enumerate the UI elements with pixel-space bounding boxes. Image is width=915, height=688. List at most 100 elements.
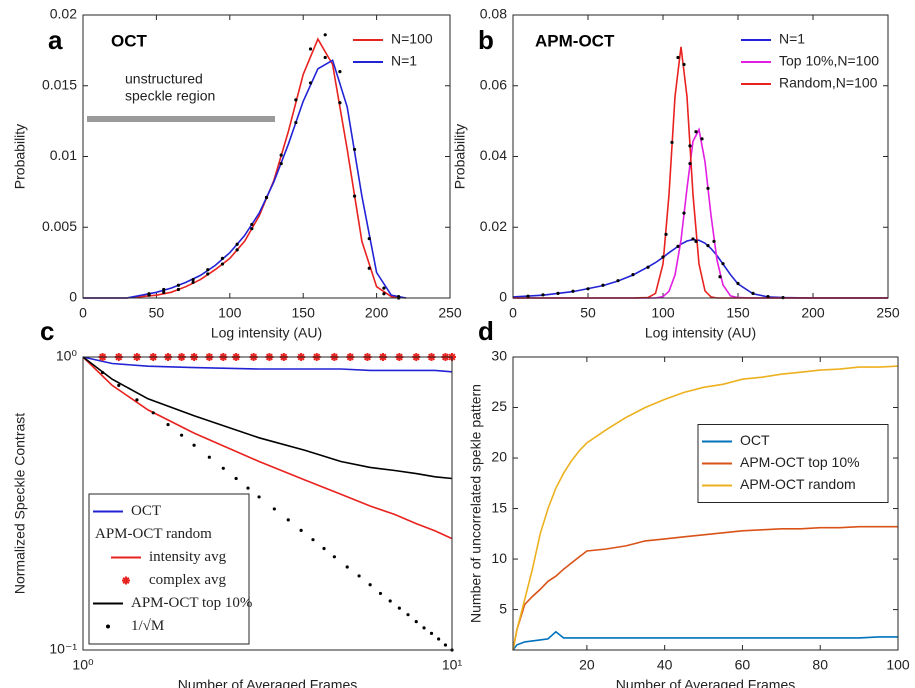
data-dot — [147, 292, 151, 296]
x-axis-label: Log intensity (AU) — [211, 325, 322, 341]
x-tick-label: 150 — [292, 305, 316, 321]
data-dot — [352, 147, 357, 152]
data-dot — [235, 248, 239, 252]
data-dot — [135, 398, 139, 402]
data-dot — [250, 227, 254, 231]
data-dot — [332, 555, 336, 559]
annotation: unstructured — [125, 71, 203, 87]
x-tick-label: 40 — [657, 657, 673, 673]
data-dot — [571, 289, 575, 293]
data-dot — [257, 495, 261, 499]
x-tick-label: 250 — [438, 305, 462, 321]
x-tick-label: 100 — [651, 305, 675, 321]
annotation: speckle region — [125, 88, 215, 104]
data-dot — [323, 33, 327, 37]
data-dot — [246, 486, 250, 490]
data-dot — [207, 455, 211, 459]
data-dot — [166, 422, 170, 427]
x-tick-label: 0 — [509, 305, 517, 321]
data-dot — [176, 287, 181, 292]
data-dot — [368, 583, 372, 587]
x-tick-label: 0 — [79, 305, 87, 321]
data-dot — [437, 637, 441, 641]
data-dot — [526, 294, 530, 298]
data-dot — [541, 293, 545, 297]
panel: 20 40 60 80 100 5 10 15 20 25 30 Number of Averaged… — [468, 316, 910, 688]
data-dot — [688, 144, 692, 148]
data-dot — [162, 290, 166, 294]
axes-frame — [82, 14, 451, 299]
data-dot — [352, 194, 357, 198]
data-dot — [322, 546, 326, 551]
data-dot — [422, 626, 426, 630]
axes-frame — [512, 356, 899, 651]
panel-title: APM-OCT — [535, 31, 615, 50]
data-dot — [286, 518, 290, 522]
y-tick-label: 0 — [69, 289, 77, 305]
x-tick-label: 100 — [218, 305, 242, 321]
y-tick-label: 30 — [491, 348, 507, 364]
data-dot — [631, 273, 635, 277]
data-dot — [700, 137, 704, 141]
data-dot — [191, 278, 195, 282]
x-axis-label: Log intensity (AU) — [645, 325, 756, 341]
data-dot — [706, 244, 710, 248]
series-line — [512, 525, 898, 651]
data-dot — [682, 211, 686, 215]
legend-label: APM-OCT random — [740, 476, 856, 492]
data-dot — [117, 383, 121, 387]
y-tick-label: 10⁰ — [56, 348, 78, 364]
y-tick-label: 20 — [491, 449, 507, 465]
data-dot — [250, 222, 254, 227]
x-tick-label: 10¹ — [442, 657, 463, 673]
y-axis-label: Probability — [12, 124, 28, 189]
y-axis-label: Number of uncorrelated spekle pattern — [468, 384, 484, 623]
series-line — [83, 59, 407, 299]
data-dot — [294, 98, 298, 102]
data-dot — [220, 262, 225, 266]
legend-label: OCT — [740, 432, 770, 448]
data-dot — [308, 47, 313, 51]
y-tick-label: 0 — [499, 289, 507, 305]
y-tick-label: 0.005 — [42, 218, 77, 234]
data-dot — [235, 242, 239, 246]
data-dot — [694, 130, 698, 134]
data-dot — [206, 272, 210, 276]
series-line — [512, 365, 899, 651]
x-tick-label: 100 — [886, 657, 910, 673]
legend-label: OCT — [131, 503, 161, 519]
data-dot — [191, 280, 195, 285]
legend-label: Top 10%,N=100 — [779, 53, 879, 69]
data-dot — [682, 62, 686, 67]
data-dot — [676, 244, 680, 248]
x-axis-label: Number of Averaged Frames — [178, 677, 358, 688]
x-tick-label: 150 — [726, 305, 750, 321]
x-tick-label: 60 — [735, 657, 751, 673]
legend-box — [349, 23, 444, 79]
data-dot — [179, 433, 184, 437]
legend-swatch — [122, 576, 130, 585]
plot-area — [513, 357, 898, 650]
data-dot — [272, 507, 276, 511]
data-dot — [382, 286, 386, 290]
x-axis-label: Number of Averaged Frames — [616, 677, 796, 688]
y-tick-label: 25 — [491, 398, 507, 414]
series-line — [512, 630, 898, 651]
panel-letter: b — [478, 25, 494, 55]
data-dot — [151, 411, 155, 415]
y-tick-label: 10 — [491, 550, 507, 566]
data-dot — [712, 239, 716, 243]
x-tick-label: 80 — [812, 657, 828, 673]
x-tick-label: 200 — [801, 305, 825, 321]
panel: 0 50 100 150 200 250 0 0.02 0.04 0.06 0.08 Log inte… — [452, 6, 900, 341]
data-dot — [176, 283, 181, 287]
data-dot — [406, 613, 410, 617]
data-dot — [338, 70, 342, 74]
data-dot — [676, 55, 680, 60]
y-tick-label: 0.01 — [50, 147, 77, 163]
x-tick-label: 50 — [580, 305, 596, 321]
y-axis-label: Probability — [452, 124, 468, 189]
data-dot — [688, 161, 692, 166]
data-dot — [397, 294, 401, 299]
legend-label: Random,N=100 — [779, 75, 878, 91]
